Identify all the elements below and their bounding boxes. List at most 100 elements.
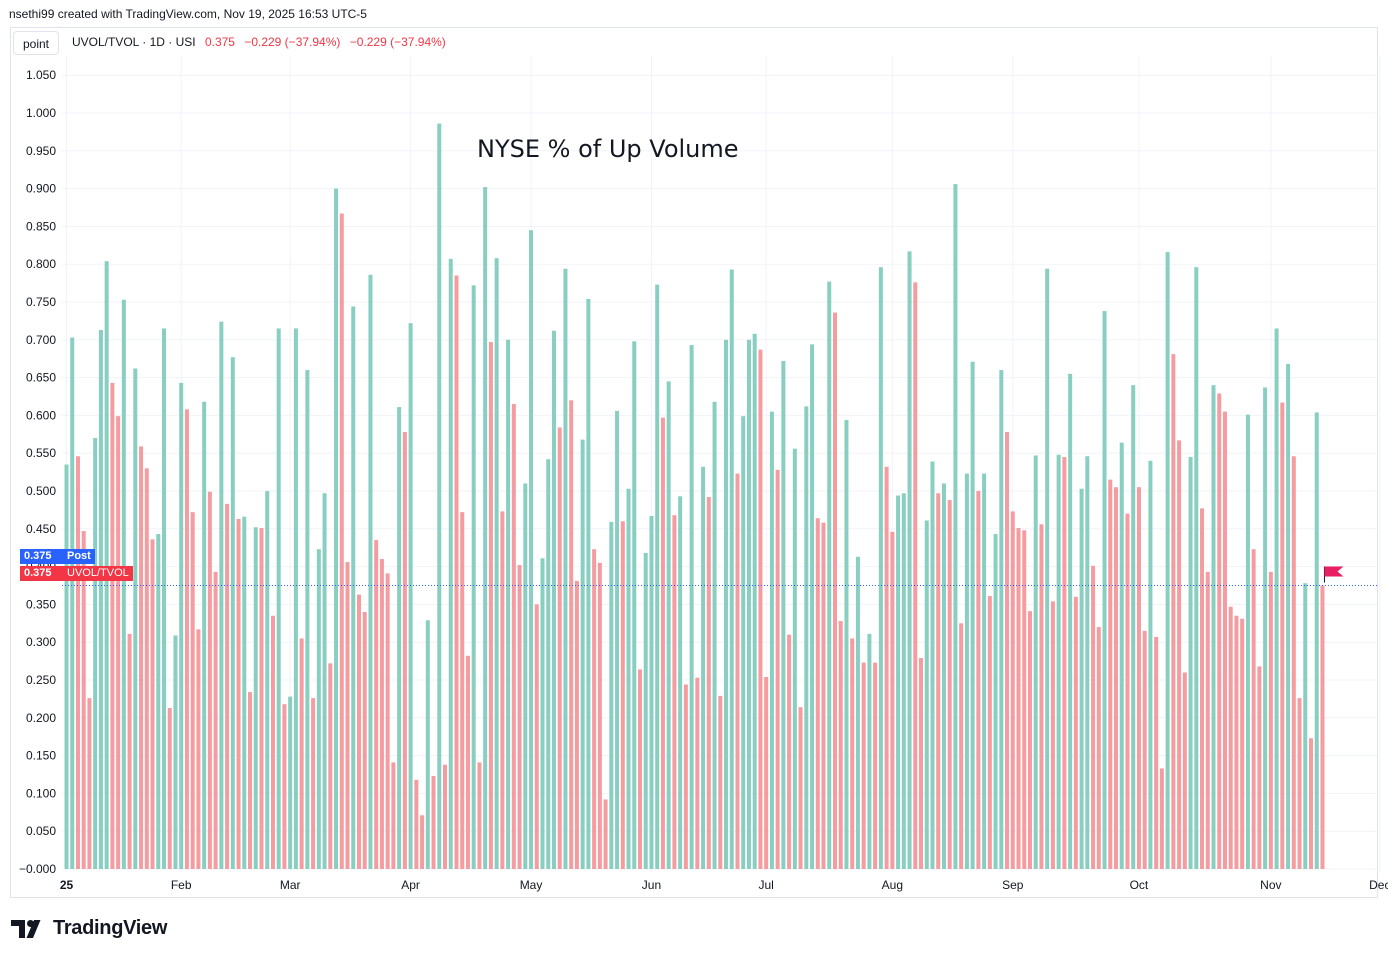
- y-tick-label: 0.150: [26, 749, 56, 763]
- chart-credit: nsethi99 created with TradingView.com, N…: [9, 7, 367, 21]
- bar: [724, 339, 729, 869]
- y-tick-label: 0.800: [26, 257, 56, 271]
- tradingview-logo[interactable]: TradingView: [11, 917, 167, 940]
- bar: [999, 370, 1004, 869]
- bar: [1148, 460, 1153, 869]
- x-tick-label: Oct: [1130, 878, 1149, 892]
- bar: [718, 695, 723, 869]
- bar: [328, 663, 333, 869]
- y-tick-label: −0.000: [19, 862, 56, 876]
- bar: [729, 269, 734, 869]
- bar: [930, 461, 935, 869]
- bar: [207, 491, 212, 869]
- bar: [184, 409, 189, 869]
- x-axis: 25 Feb Mar Apr May Jun Jul Aug Sep Oct Nov Dec: [60, 878, 1388, 892]
- bar: [1039, 524, 1044, 869]
- bar: [1171, 354, 1176, 869]
- last-price-tag: 0.375: [20, 566, 63, 581]
- bar: [225, 503, 230, 869]
- bar: [660, 417, 665, 869]
- bar: [1159, 768, 1164, 869]
- bar: [1263, 387, 1268, 869]
- bar: [976, 491, 981, 869]
- flag-icon[interactable]: [1324, 566, 1344, 577]
- tradingview-logo-icon: [11, 919, 41, 938]
- point-button[interactable]: point: [13, 31, 59, 55]
- y-tick-label: 0.050: [26, 824, 56, 838]
- bar: [1108, 479, 1113, 869]
- bar: [792, 448, 797, 869]
- bar: [1131, 385, 1136, 869]
- bar: [288, 696, 293, 869]
- bar: [190, 512, 195, 869]
- y-tick-label: 0.650: [26, 371, 56, 385]
- bar: [488, 342, 493, 869]
- y-tick-label: 0.700: [26, 333, 56, 347]
- bar: [219, 321, 224, 869]
- bar: [609, 522, 614, 869]
- series-legend[interactable]: UVOL/TVOL · 1D · USI 0.375 −0.229 (−37.9…: [72, 35, 446, 49]
- bar: [213, 571, 218, 869]
- bar: [64, 464, 69, 869]
- bar: [964, 473, 969, 869]
- y-tick-label: 0.900: [26, 182, 56, 196]
- bar: [712, 401, 717, 869]
- bar: [1303, 583, 1308, 869]
- bar: [919, 658, 924, 869]
- bar: [230, 357, 235, 869]
- x-tick-label: Dec: [1369, 878, 1388, 892]
- bar: [276, 328, 281, 870]
- bar: [1073, 596, 1078, 869]
- series-name-tag: UVOL/TVOL: [63, 566, 133, 581]
- bar: [1297, 698, 1302, 869]
- bar: [1114, 487, 1119, 869]
- bar: [959, 623, 964, 869]
- bar: [448, 258, 453, 869]
- y-tick-label: 0.250: [26, 673, 56, 687]
- bar: [867, 633, 872, 869]
- bar: [265, 491, 270, 869]
- bar: [316, 549, 321, 869]
- bar: [75, 456, 80, 869]
- bar: [947, 500, 952, 869]
- bar: [311, 698, 316, 869]
- bar: [81, 531, 86, 869]
- y-tick-label: 0.600: [26, 408, 56, 422]
- bar: [1056, 454, 1061, 869]
- x-tick-label: Nov: [1260, 878, 1281, 892]
- bar: [1165, 252, 1170, 870]
- bar: [87, 698, 92, 869]
- bar: [569, 400, 574, 869]
- y-tick-label: 1.050: [26, 68, 56, 82]
- y-tick-label: 0.550: [26, 446, 56, 460]
- bar: [139, 446, 144, 869]
- bar: [70, 337, 75, 869]
- y-tick-label: 0.450: [26, 522, 56, 536]
- bar: [678, 496, 683, 869]
- y-tick-label: 0.300: [26, 635, 56, 649]
- bar: [850, 638, 855, 869]
- bar: [1119, 442, 1124, 869]
- bar: [293, 328, 298, 870]
- bar: [202, 401, 207, 869]
- bar: [305, 370, 310, 869]
- bar: [1291, 456, 1296, 869]
- bar: [196, 629, 201, 869]
- bar: [884, 466, 889, 869]
- bar: [454, 275, 459, 869]
- bar: [1240, 618, 1245, 869]
- bar: [775, 469, 780, 869]
- bar: [1194, 267, 1199, 870]
- bar: [758, 349, 763, 869]
- bar: [1234, 615, 1239, 869]
- bar: [701, 466, 706, 869]
- bar: [144, 468, 149, 869]
- bar: [465, 655, 470, 869]
- bar: [1027, 611, 1032, 869]
- bar: [844, 419, 849, 869]
- bar: [385, 573, 390, 869]
- chart-title: NYSE % of Up Volume: [477, 135, 739, 163]
- bar: [1005, 432, 1010, 869]
- bar: [1228, 606, 1233, 869]
